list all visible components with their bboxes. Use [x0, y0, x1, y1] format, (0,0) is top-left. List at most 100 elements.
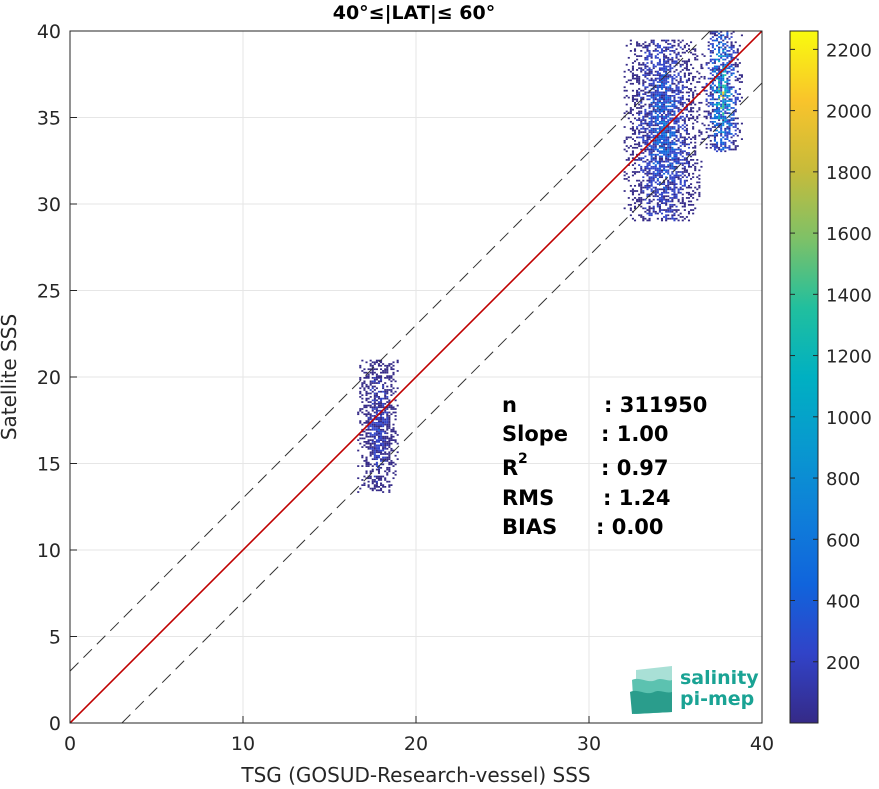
heatmap-cell: [375, 465, 378, 467]
heatmap-cell: [671, 117, 674, 120]
heatmap-cell: [386, 425, 389, 428]
x-axis-ticks: 0 10 20 30 40: [64, 716, 774, 755]
heatmap-cell: [673, 176, 676, 179]
heatmap-cell: [654, 160, 657, 163]
heatmap-cell: [652, 136, 655, 139]
heatmap-cell: [654, 122, 657, 125]
heatmap-cell: [638, 136, 641, 139]
heatmap-cell: [371, 446, 374, 448]
heatmap-cell: [692, 197, 695, 199]
heatmap-cell: [388, 456, 391, 459]
heatmap-cell: [685, 107, 688, 109]
heatmap-cell: [663, 122, 666, 125]
heatmap-cell: [720, 131, 723, 134]
heatmap-cell: [357, 413, 360, 416]
heatmap-cell: [683, 157, 686, 160]
heatmap-cell: [665, 79, 668, 82]
heatmap-cell: [718, 122, 721, 125]
heatmap-cell: [687, 119, 691, 121]
heatmap-cell: [384, 451, 387, 454]
heatmap-cell: [644, 46, 647, 49]
heatmap-cell: [377, 390, 381, 393]
heatmap-cell: [730, 88, 733, 90]
heatmap-cell: [633, 50, 637, 52]
heatmap-cell: [656, 138, 659, 140]
heatmap-cell: [660, 198, 664, 201]
heatmap-cell: [675, 155, 678, 158]
heatmap-cell: [642, 169, 645, 172]
heatmap-cell: [396, 404, 399, 407]
heatmap-cell: [724, 65, 727, 68]
heatmap-cell: [642, 138, 645, 140]
heatmap-cell: [658, 181, 661, 184]
heatmap-cell: [652, 88, 655, 90]
heatmap-cell: [681, 88, 684, 90]
heatmap-cell: [732, 126, 735, 128]
heatmap-cell: [375, 468, 378, 471]
heatmap-cell: [646, 62, 649, 64]
heatmap-cell: [660, 202, 664, 204]
heatmap-cell: [663, 100, 666, 102]
heatmap-cell: [665, 152, 668, 154]
heatmap-cell: [724, 146, 727, 149]
heatmap-cell: [734, 133, 737, 135]
heatmap-cell: [675, 171, 678, 173]
heatmap-cell: [380, 378, 383, 381]
heatmap-cell: [736, 122, 739, 125]
heatmap-cell: [627, 197, 630, 199]
heatmap-cell: [736, 134, 739, 137]
heatmap-cell: [642, 136, 645, 139]
heatmap-cell: [654, 157, 657, 160]
heatmap-cell: [663, 152, 666, 154]
heatmap-cell: [734, 145, 737, 147]
heatmap-cell: [671, 110, 674, 113]
heatmap-cell: [638, 159, 641, 161]
heatmap-cell: [382, 463, 385, 466]
x-tick-label: 30: [577, 733, 601, 755]
heatmap-cell: [681, 198, 684, 201]
heatmap-cell: [642, 139, 645, 142]
heatmap-cell: [654, 176, 657, 179]
heatmap-cell: [365, 472, 368, 474]
heatmap-cell: [718, 48, 721, 51]
heatmap-cell: [631, 72, 634, 75]
heatmap-cell: [669, 209, 672, 211]
heatmap-cell: [730, 74, 733, 76]
heatmap-cell: [636, 75, 639, 78]
heatmap-cell: [375, 394, 378, 397]
heatmap-cell: [633, 129, 637, 132]
heatmap-cell: [660, 219, 664, 222]
heatmap-cell: [713, 31, 716, 33]
heatmap-cell: [667, 148, 670, 151]
heatmap-cell: [365, 442, 368, 445]
heatmap-cell: [660, 81, 664, 83]
heatmap-cell: [367, 375, 370, 377]
heatmap-cell: [658, 150, 661, 153]
heatmap-cell: [359, 378, 362, 381]
heatmap-cell: [730, 69, 733, 71]
heatmap-cell: [740, 81, 743, 83]
heatmap-cell: [373, 480, 376, 483]
heatmap-cell: [669, 108, 672, 111]
heatmap-cell: [373, 361, 376, 364]
heatmap-cell: [380, 402, 383, 405]
heatmap-cell: [380, 482, 383, 485]
heatmap-cell: [636, 74, 639, 76]
heatmap-cell: [736, 79, 739, 82]
heatmap-cell: [656, 172, 659, 175]
heatmap-cell: [636, 198, 639, 201]
heatmap-cell: [685, 69, 688, 71]
heatmap-cell: [685, 98, 688, 101]
heatmap-cell: [679, 91, 682, 94]
heatmap-cell: [373, 485, 376, 488]
reference-lines: [70, 31, 762, 723]
heatmap-cell: [663, 65, 666, 68]
heatmap-cell: [675, 107, 678, 109]
heatmap-cell: [683, 205, 686, 208]
heatmap-cell: [718, 51, 721, 54]
heatmap-cell: [728, 122, 731, 125]
heatmap-cell: [648, 169, 651, 172]
heatmap-cell: [675, 86, 678, 89]
heatmap-cell: [673, 167, 676, 170]
heatmap-cell: [380, 477, 383, 480]
